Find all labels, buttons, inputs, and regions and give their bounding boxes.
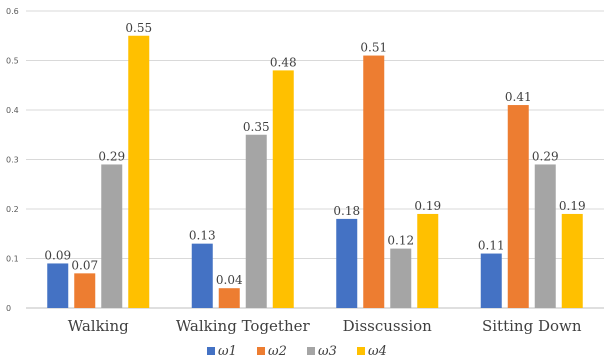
y-tick-label: 0.3 [6, 156, 19, 165]
data-label: 0.55 [125, 21, 152, 35]
category-label: Walking Together [176, 317, 311, 335]
x-axis-categories: Walking Walking Together Disscussion Sittin… [68, 317, 582, 335]
y-tick-label: 0.5 [6, 57, 19, 66]
y-axis-ticks: 0 0.1 0.2 0.3 0.4 0.5 0.6 [6, 7, 19, 313]
data-label: 0.41 [505, 90, 532, 104]
bar-ω4-disscussion [417, 213, 439, 308]
y-tick-label: 0 [6, 304, 11, 313]
data-label: 0.19 [414, 199, 441, 213]
bar-ω2-sitting-down [507, 105, 529, 308]
data-label: 0.04 [216, 273, 243, 287]
legend-label: ω3 [318, 344, 337, 359]
legend-label: ω1 [218, 344, 237, 359]
bar-ω1-sitting-down [480, 253, 502, 308]
bar-ω4-sitting-down [561, 213, 583, 308]
bar-ω1-disscussion [336, 218, 358, 308]
data-label: 0.09 [44, 248, 71, 262]
category-label: Walking [68, 317, 129, 335]
bar-ω2-disscussion [363, 55, 385, 308]
data-label: 0.19 [559, 199, 586, 213]
data-label: 0.13 [189, 229, 216, 243]
bar-ω4-walking [128, 35, 150, 308]
data-label: 0.29 [98, 149, 125, 163]
data-label: 0.18 [333, 204, 360, 218]
bar-ω2-walking [74, 273, 96, 308]
data-label: 0.07 [71, 258, 98, 272]
bar-ω2-walking-together [218, 288, 240, 308]
bar-ω3-sitting-down [534, 164, 556, 308]
data-label: 0.35 [243, 120, 270, 134]
bar-ω3-disscussion [390, 248, 412, 308]
legend-swatch [357, 347, 365, 355]
legend-swatch [257, 347, 265, 355]
data-label: 0.29 [532, 149, 559, 163]
data-label: 0.11 [478, 239, 505, 253]
y-tick-label: 0.6 [6, 7, 19, 16]
category-label: Disscussion [343, 317, 433, 335]
data-labels: 0.090.07 0.29 0.55 0.13 0.04 0.35 0.48 0.18 0.51… [44, 21, 585, 287]
data-label: 0.48 [270, 55, 297, 69]
bar-ω3-walking-together [245, 134, 267, 308]
data-label: 0.12 [387, 234, 414, 248]
bar-ω1-walking [47, 263, 69, 308]
category-label: Sitting Down [482, 317, 582, 335]
bar-ω4-walking-together [272, 70, 294, 309]
y-tick-label: 0.1 [6, 255, 19, 264]
gridlines [26, 10, 604, 309]
legend-label: ω2 [268, 344, 287, 359]
y-tick-label: 0.4 [6, 106, 19, 115]
legend-label: ω4 [368, 344, 387, 359]
y-tick-label: 0.2 [6, 205, 19, 214]
data-label: 0.51 [360, 41, 387, 55]
bars [47, 35, 583, 309]
legend: ω1 ω2 ω3 ω4 [207, 344, 387, 359]
bar-ω1-walking-together [191, 243, 213, 308]
legend-swatch [307, 347, 315, 355]
bar-ω3-walking [101, 164, 123, 308]
legend-swatch [207, 347, 215, 355]
